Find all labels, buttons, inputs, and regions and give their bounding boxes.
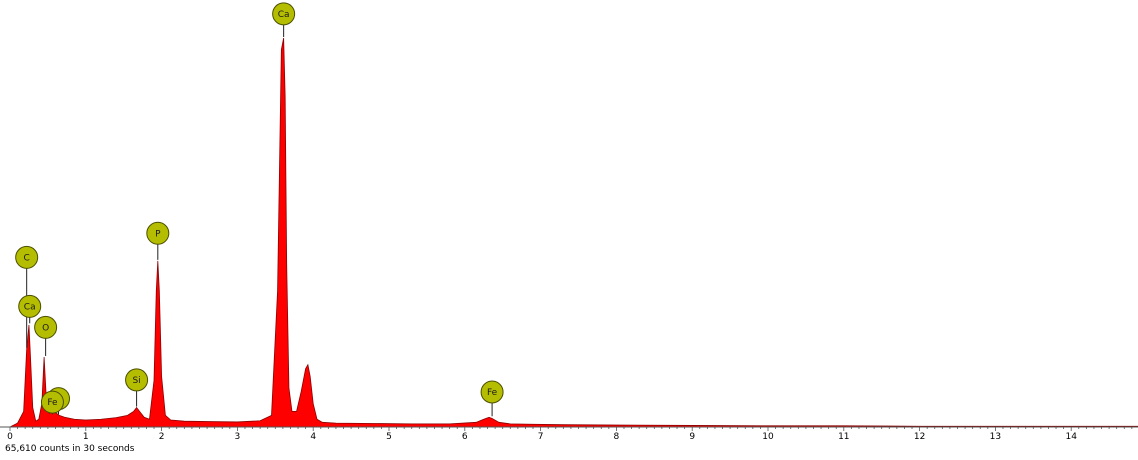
peak-element-symbol: Fe xyxy=(487,388,498,398)
x-tick-label: 4 xyxy=(310,432,316,442)
peak-labels: C Ca O Fe Si P Ca Fe xyxy=(15,2,504,417)
peak-element-symbol: C xyxy=(24,253,30,263)
peak-element-symbol: Ca xyxy=(278,10,290,20)
x-tick-label: 14 xyxy=(1065,432,1077,442)
x-tick-label: 1 xyxy=(83,432,89,442)
peak-marker xyxy=(15,245,39,269)
peak-element-symbol: Ca xyxy=(24,302,36,312)
peak-label[interactable]: Fe xyxy=(480,380,504,417)
peak-label[interactable]: P xyxy=(146,221,170,260)
peak-marker xyxy=(34,315,58,339)
x-tick-label: 13 xyxy=(990,432,1001,442)
peak-marker xyxy=(18,294,42,318)
x-tick-label: 12 xyxy=(914,432,925,442)
peak-label[interactable]: Fe xyxy=(40,390,64,415)
x-axis: 0 1 2 3 4 5 6 7 8 9 10 11 12 13 14 xyxy=(0,426,1138,442)
peak-marker xyxy=(40,390,64,414)
x-tick-label: 2 xyxy=(159,432,165,442)
peak-element-symbol: Si xyxy=(132,376,140,386)
acquisition-summary: 65,610 counts in 30 seconds xyxy=(5,444,135,454)
x-tick-label: 9 xyxy=(689,432,695,442)
spectrum-area xyxy=(9,37,1138,428)
peak-label[interactable]: Ca xyxy=(18,294,42,324)
x-tick-label: 7 xyxy=(538,432,544,442)
peak-marker xyxy=(146,221,170,245)
peak-element-symbol: O xyxy=(42,323,49,333)
peak-marker xyxy=(272,2,296,26)
x-tick-label: 11 xyxy=(838,432,849,442)
x-tick-label: 3 xyxy=(235,432,241,442)
x-tick-label: 10 xyxy=(762,432,774,442)
peak-label[interactable]: Ca xyxy=(272,2,296,37)
x-tick-label: 0 xyxy=(7,432,13,442)
x-tick-label: 5 xyxy=(386,432,392,442)
x-tick-label: 8 xyxy=(614,432,620,442)
x-tick-label: 6 xyxy=(462,432,468,442)
spectrum-layer xyxy=(9,37,1138,428)
peak-element-symbol: Fe xyxy=(47,398,58,408)
peak-marker xyxy=(125,368,149,392)
peak-marker xyxy=(480,380,504,404)
peak-element-symbol: P xyxy=(155,229,161,239)
peak-label[interactable]: Si xyxy=(125,368,149,407)
peak-label[interactable]: O xyxy=(34,315,58,356)
